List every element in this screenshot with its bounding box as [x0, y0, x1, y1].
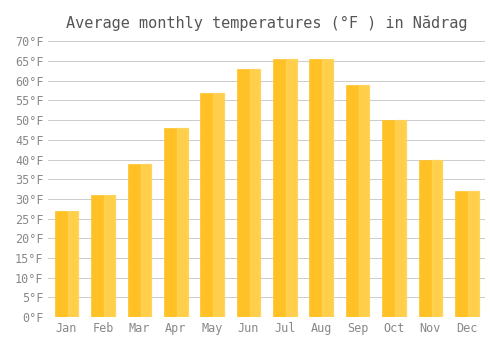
Bar — [310, 59, 333, 317]
Bar — [140, 163, 151, 317]
Bar — [455, 191, 478, 317]
Bar — [250, 69, 260, 317]
Bar — [359, 85, 370, 317]
Bar — [214, 93, 224, 317]
Title: Average monthly temperatures (°F ) in Nădrag: Average monthly temperatures (°F ) in Nă… — [66, 15, 468, 30]
Bar — [395, 120, 406, 317]
Bar — [286, 59, 296, 317]
Bar — [164, 128, 188, 317]
Bar — [346, 85, 370, 317]
Bar — [468, 191, 478, 317]
Bar — [418, 160, 442, 317]
Bar — [68, 211, 78, 317]
Bar — [322, 59, 333, 317]
Bar — [128, 163, 151, 317]
Bar — [382, 120, 406, 317]
Bar — [91, 195, 115, 317]
Bar — [200, 93, 224, 317]
Bar — [236, 69, 260, 317]
Bar — [273, 59, 296, 317]
Bar — [104, 195, 115, 317]
Bar — [54, 211, 78, 317]
Bar — [432, 160, 442, 317]
Bar — [177, 128, 188, 317]
